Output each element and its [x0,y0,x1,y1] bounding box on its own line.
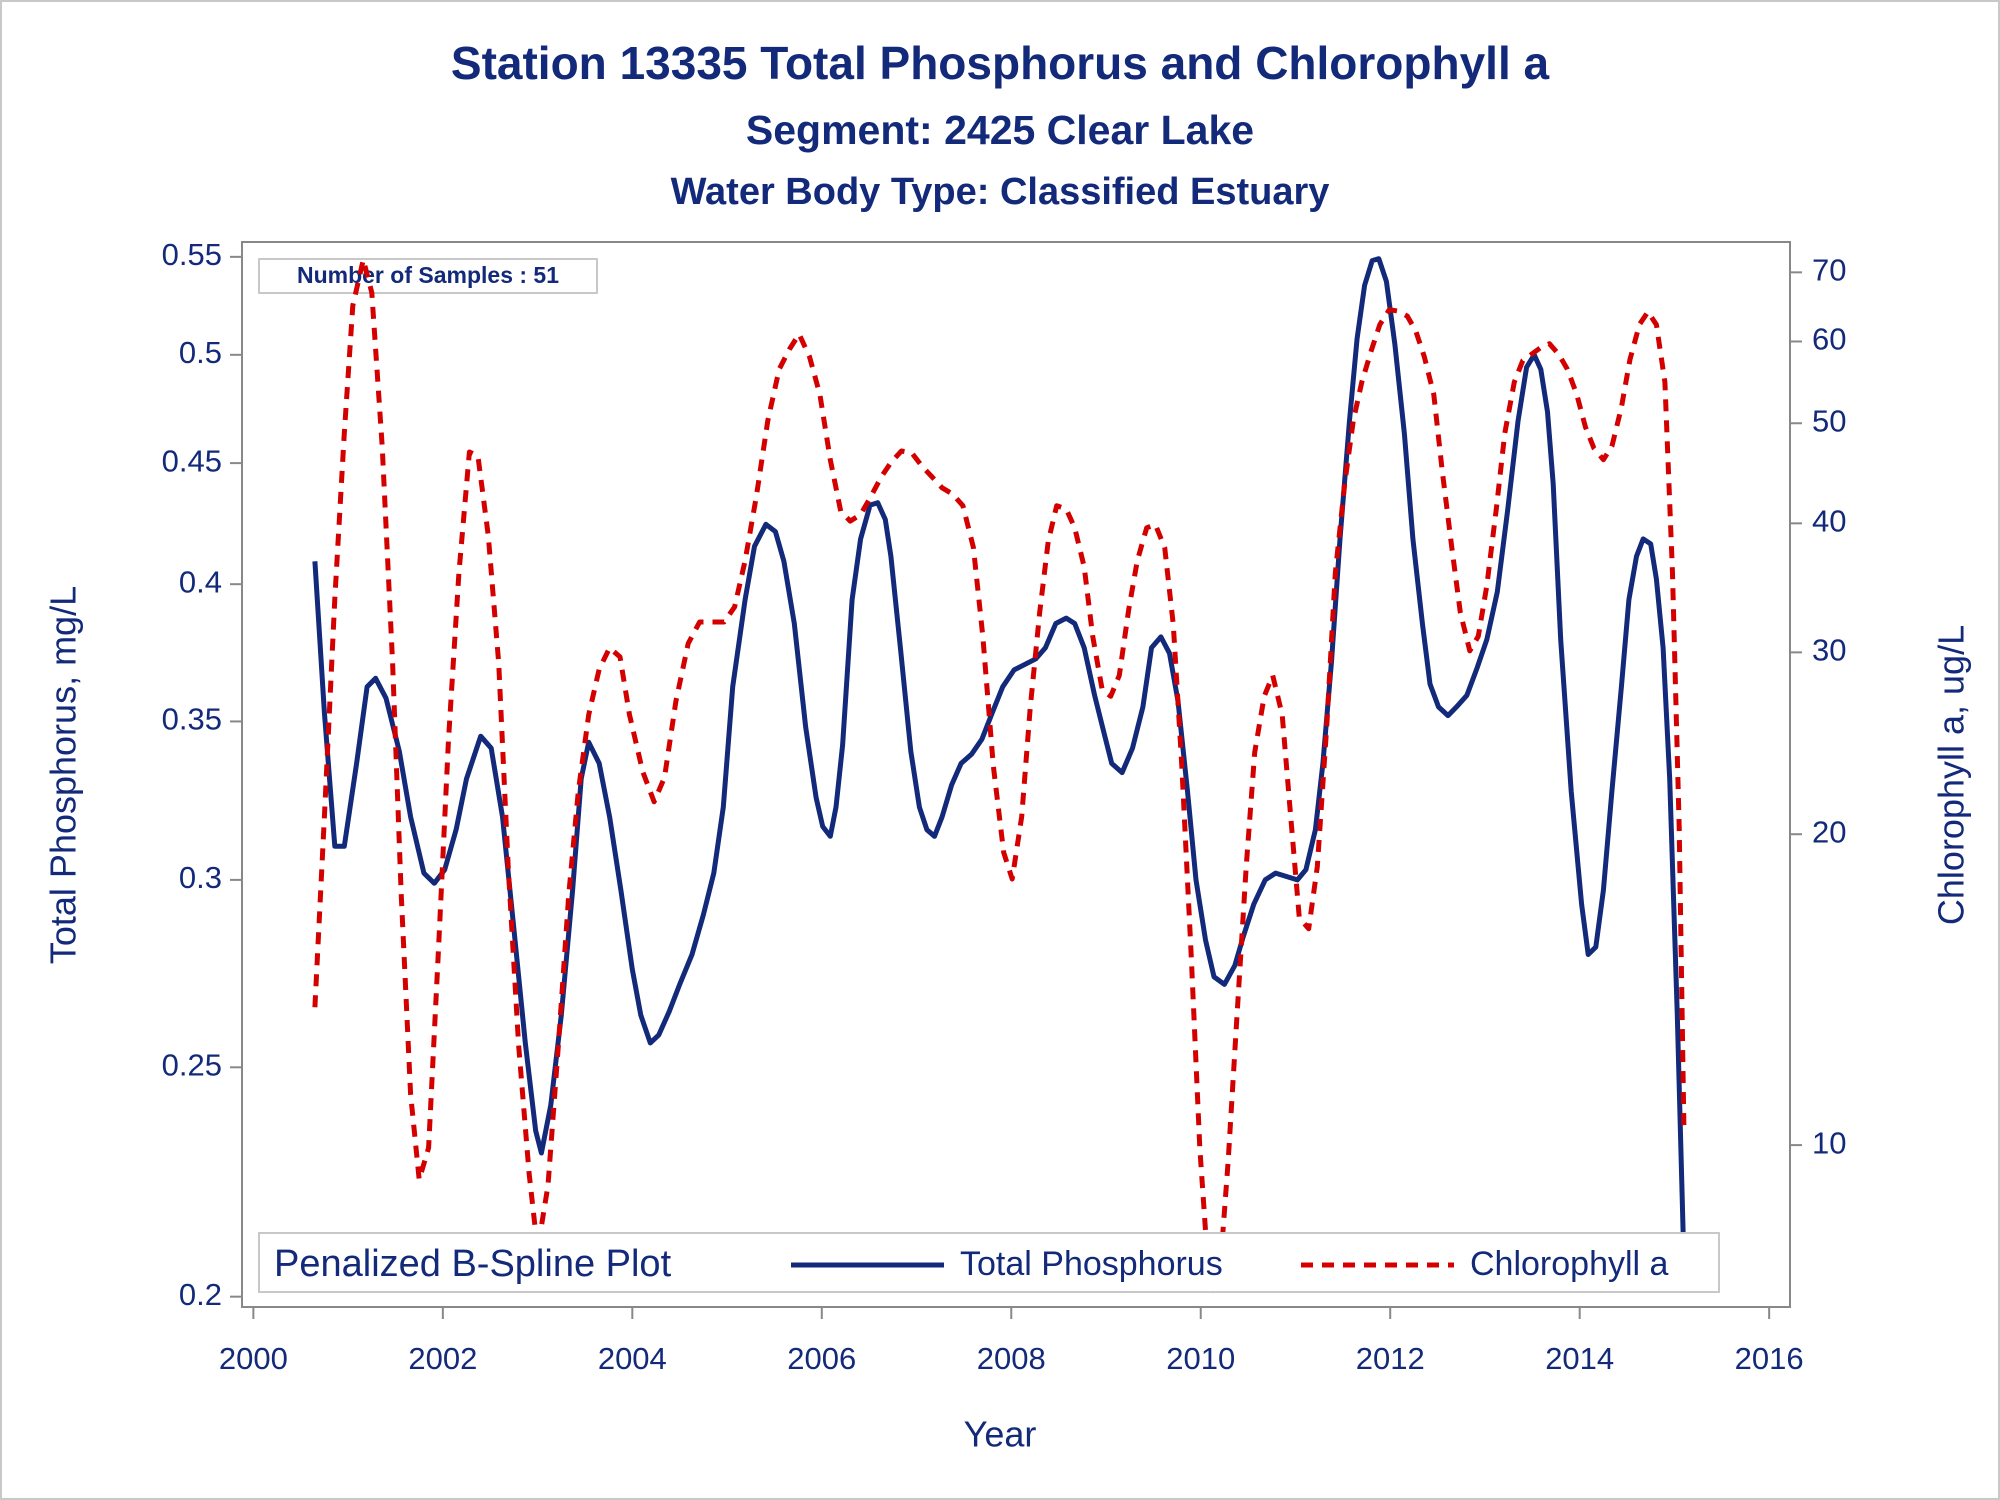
legend-label: Total Phosphorus [960,1245,1223,1283]
chart-title: Station 13335 Total Phosphorus and Chlor… [451,37,1550,89]
y2-tick-label: 10 [1812,1125,1846,1160]
y-axis-label: Total Phosphorus, mg/L [43,586,84,964]
y2-tick-label: 20 [1812,814,1846,849]
y-tick-label: 0.2 [179,1277,222,1312]
y2-tick-label: 30 [1812,633,1846,668]
y-tick-label: 0.45 [162,443,222,478]
y2-tick-label: 50 [1812,403,1846,438]
y-tick-label: 0.4 [179,564,222,599]
x-tick-label: 2006 [787,1341,856,1376]
x-tick-label: 2016 [1735,1341,1804,1376]
x-tick-label: 2010 [1166,1341,1235,1376]
plot-frame [241,241,1791,1308]
y2-tick-label: 70 [1812,253,1846,288]
y2-tick-label: 60 [1812,322,1846,357]
y2-tick-label: 40 [1812,504,1846,539]
y2-axis-label: Chlorophyll a, ug/L [1931,625,1972,925]
x-tick-label: 2000 [219,1341,288,1376]
x-tick-label: 2014 [1545,1341,1614,1376]
legend-label: Chlorophyll a [1470,1245,1669,1283]
x-tick-label: 2008 [977,1341,1046,1376]
x-axis-label: Year [964,1414,1037,1455]
plot-marks [312,256,1687,1294]
y-tick-label: 0.3 [179,860,222,895]
series-line [312,256,1687,1262]
series-line [312,257,1687,1294]
legend-box [258,1232,1720,1293]
legend-title: Penalized B-Spline Plot [274,1243,672,1285]
chart-subtitle: Water Body Type: Classified Estuary [671,171,1330,213]
y-tick-label: 0.35 [162,702,222,737]
x-tick-label: 2012 [1356,1341,1425,1376]
y-tick-label: 0.5 [179,335,222,370]
x-tick-label: 2002 [408,1341,477,1376]
chart-subtitle: Segment: 2425 Clear Lake [746,107,1254,153]
x-tick-label: 2004 [598,1341,667,1376]
legend: Total Phosphorus Chlorophyll a [791,1245,1669,1283]
y-tick-label: 0.25 [162,1047,222,1082]
annotation: Number of Samples : 51 [297,262,559,288]
annotation-box [258,258,598,294]
y-tick-label: 0.55 [162,237,222,272]
